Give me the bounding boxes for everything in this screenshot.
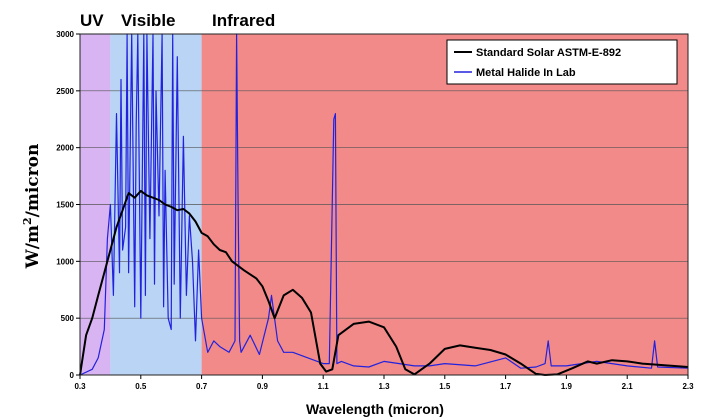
x-tick-label-2.1: 2.1 — [622, 382, 634, 391]
y-tick-label-0: 0 — [70, 371, 75, 380]
x-tick-label-2.3: 2.3 — [682, 382, 694, 391]
legend-label-metal-halide: Metal Halide In Lab — [476, 67, 576, 79]
series-line-solar — [79, 189, 689, 376]
x-axis-ticks: 0.3 0.5 0.7 0.9 1.1 1.3 1.5 1.7 1.9 2.1 2.3 — [74, 375, 694, 391]
y-axis-label: W/m2/micron — [21, 144, 43, 270]
x-tick-label-1.7: 1.7 — [500, 382, 512, 391]
x-tick-label-1.5: 1.5 — [439, 382, 451, 391]
y-tick-label-1000: 1000 — [56, 257, 74, 266]
legend-label-solar: Standard Solar ASTM-E-892 — [476, 47, 621, 59]
y-axis-label-superscript: 2 — [21, 217, 34, 225]
y-axis-label-tail: /micron — [23, 144, 43, 218]
x-tick-label-0.5: 0.5 — [135, 382, 147, 391]
x-tick-label-1.1: 1.1 — [318, 382, 330, 391]
legend-box — [446, 39, 678, 85]
region-labels: UV Visible Infrared — [80, 11, 275, 30]
x-tick-label-1.3: 1.3 — [378, 382, 390, 391]
legend: Standard Solar ASTM-E-892 Metal Halide I… — [446, 39, 678, 85]
region-label-visible: Visible — [121, 11, 176, 30]
x-tick-label-0.3: 0.3 — [74, 382, 86, 391]
x-tick-label-0.9: 0.9 — [257, 382, 269, 391]
x-axis-label: Wavelength (micron) — [306, 401, 444, 417]
y-axis-ticks: 0 500 1000 1500 2000 2500 3000 — [56, 30, 80, 380]
y-tick-label-1500: 1500 — [56, 201, 74, 210]
y-tick-label-2500: 2500 — [56, 87, 74, 96]
y-tick-label-3000: 3000 — [56, 30, 74, 39]
region-label-infrared: Infrared — [212, 11, 275, 30]
y-tick-label-500: 500 — [61, 314, 75, 323]
x-tick-label-0.7: 0.7 — [196, 382, 208, 391]
y-axis-label-main: W/m — [23, 225, 43, 269]
x-tick-label-1.9: 1.9 — [561, 382, 573, 391]
region-label-uv: UV — [80, 11, 104, 30]
series-lines — [79, 33, 689, 376]
series-line-metal-halide — [79, 33, 689, 376]
y-tick-label-2000: 2000 — [56, 144, 74, 153]
